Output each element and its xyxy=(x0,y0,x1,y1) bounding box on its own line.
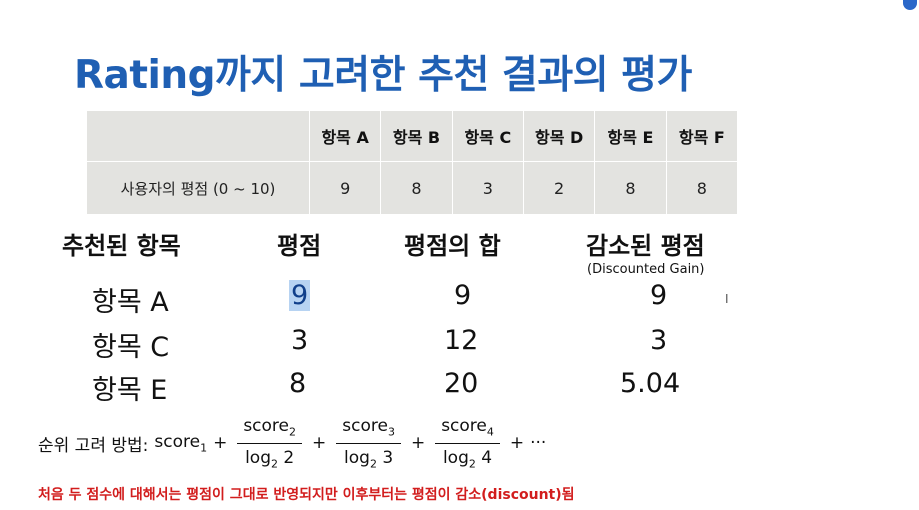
row-label: 사용자의 평점 (0 ~ 10) xyxy=(86,161,310,215)
formula-fraction-4: score4 log2 4 xyxy=(435,416,500,470)
result-row-1-sum: 9 xyxy=(454,280,472,311)
ratings-table: 항목 A 항목 B 항목 C 항목 D 항목 E 항목 F 사용자의 평점 (0… xyxy=(86,110,739,215)
formula-plus: + xyxy=(213,433,228,453)
rating-item-b: 8 xyxy=(380,161,453,215)
result-row-3-sum: 20 xyxy=(444,368,479,399)
ratings-header-row: 항목 A 항목 B 항목 C 항목 D 항목 E 항목 F xyxy=(86,110,739,162)
text-cursor-icon: I xyxy=(725,292,729,306)
result-row-3-rating: 8 xyxy=(289,368,307,399)
result-row-2-rating: 3 xyxy=(291,325,309,356)
formula-fraction-3: score3 log2 3 xyxy=(336,416,401,470)
rating-item-e: 8 xyxy=(594,161,667,215)
col-header-dg-subtitle: (Discounted Gain) xyxy=(587,262,705,277)
result-row-1-dg: 9 xyxy=(650,280,668,311)
result-row-3-item: 항목 E xyxy=(92,375,168,406)
formula-term-1: score1 xyxy=(154,431,208,455)
col-header-rating: 평점 xyxy=(277,232,322,260)
header-item-c: 항목 C xyxy=(451,110,524,162)
formula-ellipsis: ··· xyxy=(530,433,547,453)
header-item-b: 항목 B xyxy=(380,110,453,162)
selected-text[interactable]: 9 xyxy=(289,280,311,311)
corner-indicator xyxy=(903,0,917,10)
formula-label: 순위 고려 방법: xyxy=(38,435,149,456)
result-row-3-dg: 5.04 xyxy=(620,368,681,399)
header-empty-cell xyxy=(86,110,310,162)
result-row-1-rating[interactable]: 9 xyxy=(289,280,311,311)
rank-formula: 순위 고려 방법: score1 + score2 log2 2 + score… xyxy=(38,412,638,474)
col-header-item: 추천된 항목 xyxy=(62,232,181,260)
discount-note: 처음 두 점수에 대해서는 평점이 그대로 반영되지만 이후부터는 평점이 감소… xyxy=(38,487,575,503)
formula-fraction-2: score2 log2 2 xyxy=(237,416,302,470)
slide-title: Rating까지 고려한 추천 결과의 평가 xyxy=(74,53,692,98)
rating-item-f: 8 xyxy=(665,161,739,215)
rating-item-c: 3 xyxy=(451,161,524,215)
header-item-f: 항목 F xyxy=(665,110,739,162)
formula-plus: + xyxy=(410,433,426,453)
header-item-d: 항목 D xyxy=(522,110,596,162)
header-item-a: 항목 A xyxy=(308,110,382,162)
result-row-2-sum: 12 xyxy=(444,325,479,356)
ratings-value-row: 사용자의 평점 (0 ~ 10) 9 8 3 2 8 8 xyxy=(86,161,739,215)
formula-plus: + xyxy=(312,433,327,453)
result-row-1-item: 항목 A xyxy=(92,287,169,318)
header-item-e: 항목 E xyxy=(594,110,667,162)
rating-item-d: 2 xyxy=(522,161,596,215)
col-header-dg: 감소된 평점 xyxy=(586,232,705,260)
rating-item-a: 9 xyxy=(308,161,382,215)
result-row-2-dg: 3 xyxy=(650,325,668,356)
result-row-2-item: 항목 C xyxy=(92,332,170,363)
formula-plus: + xyxy=(509,433,525,453)
col-header-sum: 평점의 합 xyxy=(404,232,501,260)
